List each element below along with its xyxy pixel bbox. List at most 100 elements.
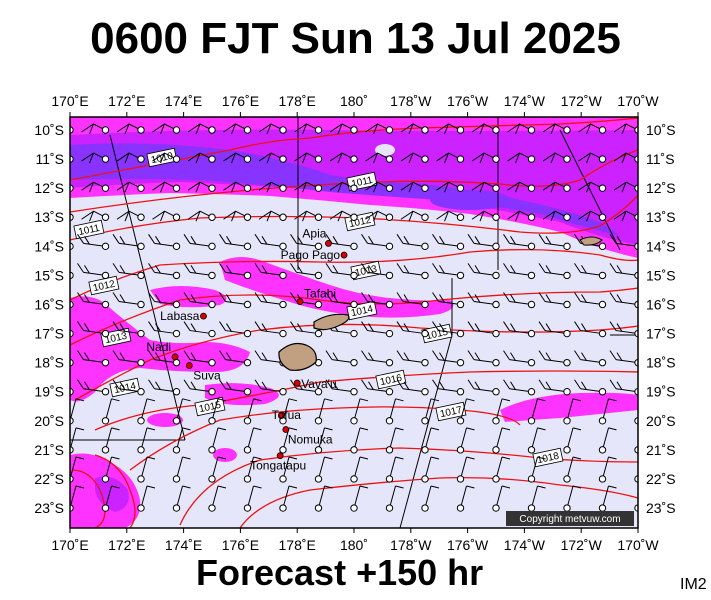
rain-band-west xyxy=(70,296,250,402)
lon-tick-label-bottom: 176˚E xyxy=(222,537,259,553)
wind-barb xyxy=(574,292,607,309)
wind-barb xyxy=(112,234,145,251)
wind-barb xyxy=(361,321,394,338)
wind-barb xyxy=(116,152,145,164)
isobar-labels: 1010101110111012101210131013101410141015… xyxy=(73,147,564,468)
wind-barb xyxy=(219,321,252,338)
wind-barb xyxy=(503,379,536,396)
isobar-1015 xyxy=(74,323,638,401)
wind-barb xyxy=(503,321,536,338)
wind-barb xyxy=(574,379,607,396)
lon-tick-label-bottom: 172˚E xyxy=(108,537,145,553)
lat-tick-label-left: 21˚S xyxy=(34,442,64,458)
wind-barb xyxy=(361,379,394,396)
wind-barb xyxy=(81,123,110,135)
fiji-viti-levu xyxy=(278,342,317,371)
wind-barb xyxy=(350,485,369,512)
wind-barb xyxy=(77,321,110,338)
lon-tick-label-bottom: 174˚E xyxy=(165,537,202,553)
lat-tick-label-left: 22˚S xyxy=(34,471,64,487)
wind-barb xyxy=(385,427,404,454)
wind-barb xyxy=(361,350,394,367)
wind-barb xyxy=(542,210,571,222)
rain-band-southeast xyxy=(500,392,638,422)
wind-barb xyxy=(507,152,536,164)
copyright-text: Copyright metvuw.com xyxy=(519,514,620,525)
wind-barb xyxy=(385,398,404,425)
lat-tick-label-right: 17˚S xyxy=(646,326,676,342)
lon-tick-label-bottom: 174˚W xyxy=(504,537,546,553)
wind-barb xyxy=(507,210,536,222)
place-tafahi: Tafahi xyxy=(296,287,336,305)
wind-barb xyxy=(436,210,465,222)
wind-barb xyxy=(208,485,227,512)
wind-barb xyxy=(365,152,394,164)
wind-barb xyxy=(243,427,262,454)
wind-barb xyxy=(329,210,358,222)
wind-barb xyxy=(172,485,191,512)
wind-barb xyxy=(294,181,323,193)
wind-barb xyxy=(467,292,500,309)
place-markers: Apia Pago Pago Tafahi Labasa Nadi Suva Vava'u T… xyxy=(146,226,348,473)
svg-text:Nadi: Nadi xyxy=(146,340,171,354)
isobar-label: 1018 xyxy=(532,447,564,468)
rain-patch xyxy=(150,286,227,308)
wind-barb xyxy=(223,123,252,135)
wind-barb xyxy=(563,427,582,454)
wind-barb xyxy=(598,398,617,425)
wind-barb xyxy=(148,292,181,309)
lat-tick-label-right: 20˚S xyxy=(646,413,676,429)
wind-barb xyxy=(112,263,145,280)
copyright-box xyxy=(506,511,634,526)
wind-barb xyxy=(254,263,287,280)
isobar-1013 xyxy=(70,248,638,301)
wind-barb xyxy=(432,350,465,367)
wind-barb xyxy=(527,427,546,454)
wind-barb xyxy=(254,292,287,309)
wind-barb xyxy=(538,263,571,280)
wind-barb xyxy=(527,485,546,512)
wind-barb xyxy=(563,456,582,483)
wind-barb xyxy=(421,485,440,512)
wind-barb xyxy=(258,152,287,164)
wind-barb xyxy=(542,152,571,164)
lat-tick-label-right: 12˚S xyxy=(646,180,676,196)
svg-text:Tofua: Tofua xyxy=(272,408,302,422)
wind-barb xyxy=(396,350,429,367)
axis-ticks: 170˚E 170˚E 172˚E 172˚E 174˚E 174˚E 176˚E 176˚E… xyxy=(34,93,675,553)
grid-line xyxy=(109,134,186,441)
place-nadi: Nadi xyxy=(146,340,179,361)
wind-barb xyxy=(148,234,181,251)
lat-tick-label-left: 16˚S xyxy=(34,296,64,312)
wind-barb xyxy=(361,234,394,251)
lon-tick-label-bottom: 176˚W xyxy=(447,537,489,553)
wind-barb xyxy=(396,292,429,309)
isobar-label: 1011 xyxy=(73,219,105,240)
wind-barb xyxy=(396,321,429,338)
isobar-1016 xyxy=(94,370,638,431)
grid-line xyxy=(399,334,453,529)
wind-barbs xyxy=(70,123,638,512)
lon-tick-label-top: 170˚E xyxy=(51,93,88,109)
rain-band-mid xyxy=(220,257,454,318)
lat-tick-label-left: 18˚S xyxy=(34,355,64,371)
wind-barb xyxy=(456,456,475,483)
wind-barb xyxy=(538,234,571,251)
wind-barb xyxy=(350,456,369,483)
wind-barb xyxy=(400,123,429,135)
wind-barb xyxy=(329,123,358,135)
wind-barb xyxy=(456,398,475,425)
isobar-label: 1016 xyxy=(375,369,407,390)
forecast-label: Forecast +150 hr xyxy=(196,552,484,593)
wind-barb xyxy=(290,321,323,338)
wind-barb xyxy=(172,427,191,454)
wind-barb xyxy=(116,210,145,222)
wind-barb xyxy=(527,456,546,483)
wind-barb xyxy=(421,456,440,483)
lat-tick-label-left: 11˚S xyxy=(35,151,64,167)
wind-barb xyxy=(598,456,617,483)
wind-barb xyxy=(563,485,582,512)
grid-line xyxy=(559,129,621,251)
wind-barb xyxy=(350,427,369,454)
wind-barb xyxy=(77,292,110,309)
